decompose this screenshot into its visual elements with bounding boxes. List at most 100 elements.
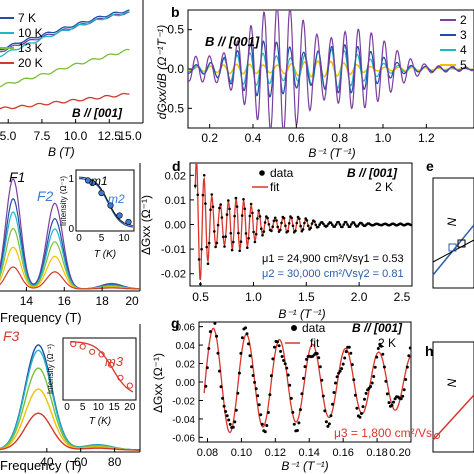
- panel-d-data-point: [331, 223, 334, 226]
- panel-g-data-point: [384, 379, 388, 383]
- panel-g-data-point: [407, 354, 411, 358]
- panel-g-data-point: [305, 357, 308, 361]
- panel-g-data-point: [234, 408, 238, 412]
- panel-d-data-point: [256, 217, 259, 220]
- panel-d-data-point: [221, 235, 225, 239]
- panel-d-data-point: [239, 240, 243, 243]
- panel-g-data-point: [289, 396, 293, 400]
- panel-a-xtick-label: 7.5: [34, 129, 51, 143]
- panel-b-xlabel: B⁻¹ (T⁻¹): [308, 146, 355, 160]
- panel-b-xtick-label: 0.6: [288, 131, 305, 145]
- panel-d-data-point: [229, 231, 233, 235]
- panel-d-data-point: [267, 223, 271, 226]
- panel-g-data-point: [379, 344, 383, 348]
- panel-d-gamma1: γ1 = 0.53: [358, 253, 404, 265]
- panel-g-data-point: [399, 397, 403, 401]
- panel-d-data-point: [205, 245, 208, 249]
- panel-g-data-point: [323, 409, 327, 413]
- panel-g-data-point: [221, 396, 225, 400]
- panel-c-inset-point: [116, 212, 123, 219]
- panel-c-inset-point: [98, 189, 105, 197]
- panel-a-series-2: [0, 48, 130, 88]
- panel-e-marker: [457, 239, 466, 248]
- panel-d-data-point: [213, 230, 216, 233]
- panel-d-data-point: [299, 224, 302, 228]
- panel-d-data-point: [286, 229, 290, 233]
- panel-g-legend-data-marker: [291, 325, 297, 331]
- panel-d-data-point: [284, 224, 287, 228]
- panel-g-data-point: [276, 340, 279, 344]
- panel-b-frame: [187, 9, 474, 129]
- panel-h: h N: [425, 341, 474, 453]
- panel-g-xtick-label: 0.08: [197, 447, 218, 459]
- panel-g-data-point: [318, 365, 322, 369]
- panel-d-data-point: [318, 223, 321, 226]
- panel-g-data-point: [213, 322, 217, 325]
- panel-f-inset-plot: 0 5 10 15 20: [64, 340, 136, 413]
- panel-d-xlabel: B⁻¹ (T⁻¹): [278, 307, 325, 321]
- panel-a-xtick-label: 5.0: [0, 129, 17, 143]
- panel-d-yticks: 0.02 0.01 0.00 -0.01 -0.02: [161, 170, 194, 281]
- panel-d-data-point: [249, 202, 253, 206]
- panel-g-data-point: [300, 392, 304, 396]
- panel-g-data-point: [381, 352, 385, 356]
- panel-d-data-point: [258, 215, 262, 218]
- panel-d-data-point: [334, 223, 338, 226]
- panel-d-curves: [194, 163, 412, 286]
- panel-g-data-point: [302, 376, 305, 380]
- panel-c-inset-xtick: 5: [99, 233, 105, 244]
- panel-d-xtick-label: 1.5: [298, 290, 315, 304]
- panel-f-inset-xtick: 15: [109, 402, 121, 413]
- panel-c-xticks: 14 16 18 20: [20, 287, 141, 308]
- panel-g-data-point: [282, 359, 286, 362]
- panel-g-legend-data: data: [302, 321, 326, 335]
- panel-g-ytick-label: -0.02: [172, 396, 195, 407]
- panel-g-data-point: [245, 332, 249, 336]
- panel-d-data-point: [238, 249, 241, 253]
- panel-d-data-point: [276, 225, 280, 229]
- panel-e: e N: [426, 158, 474, 289]
- panel-g-data-point: [205, 366, 209, 370]
- panel-d-data-point: [220, 216, 224, 219]
- panel-d-data-point: [305, 219, 309, 222]
- panel-g-data-point: [327, 422, 331, 426]
- panel-d-data-point: [279, 228, 282, 232]
- panel-d-data-point: [309, 226, 313, 230]
- panel-d-data-point: [314, 223, 318, 227]
- panel-g-data-point: [382, 365, 386, 369]
- panel-b-series-0: [188, 10, 474, 128]
- panel-d-data-point: [317, 225, 320, 229]
- panel-f-inset-xtick: 10: [93, 402, 105, 413]
- panel-h-frame: [432, 341, 474, 453]
- panel-g-data-point: [340, 367, 344, 371]
- panel-d-ytick-label: 0.00: [165, 220, 186, 232]
- panel-g-data-point: [292, 422, 296, 426]
- panel-g-ytick-label: 0.06: [176, 323, 196, 334]
- panel-d: d 0.02 0.01 0.00 -0.01 -0.02 0.5 1.0 1.5 2.0 2.5…: [139, 158, 413, 321]
- panel-f-inset-xlabel: T (K): [89, 416, 111, 427]
- panel-g-data-point: [387, 401, 391, 405]
- panel-g-data-point: [256, 394, 260, 398]
- panel-g-data-point: [283, 362, 287, 366]
- panel-d-data-point: [344, 220, 348, 224]
- panel-d-ytick-label: 0.01: [165, 195, 186, 207]
- panel-d-data-point: [329, 221, 333, 224]
- panel-b-series-3: [188, 60, 474, 78]
- panel-g-data-point: [349, 351, 353, 355]
- panel-letter-e: e: [426, 158, 434, 174]
- panel-d-data-point: [301, 228, 305, 231]
- panel-d-data-point: [338, 223, 342, 226]
- panel-a-curves: [0, 9, 130, 110]
- panel-c-xlabel: Frequency (T): [0, 310, 82, 325]
- panel-c-inset-xlabel: T (K): [94, 249, 116, 260]
- panel-d-data-point: [210, 193, 214, 196]
- panel-g-data-point: [375, 355, 379, 359]
- panel-g-ytick-label: 0.00: [176, 378, 196, 389]
- panel-d-data-point: [246, 246, 249, 249]
- panel-d-xtick-label: 1.0: [245, 290, 262, 304]
- panel-a-annotation: B // [001]: [72, 106, 123, 120]
- panel-b: b 0.5 0.0 -0.5 0.2 0.4 0.6 0.8 1.0 1.2 dGxx/dB …: [155, 4, 474, 160]
- panel-g-ytick-label: -0.04: [172, 415, 195, 426]
- panel-d-data-point: [196, 193, 200, 197]
